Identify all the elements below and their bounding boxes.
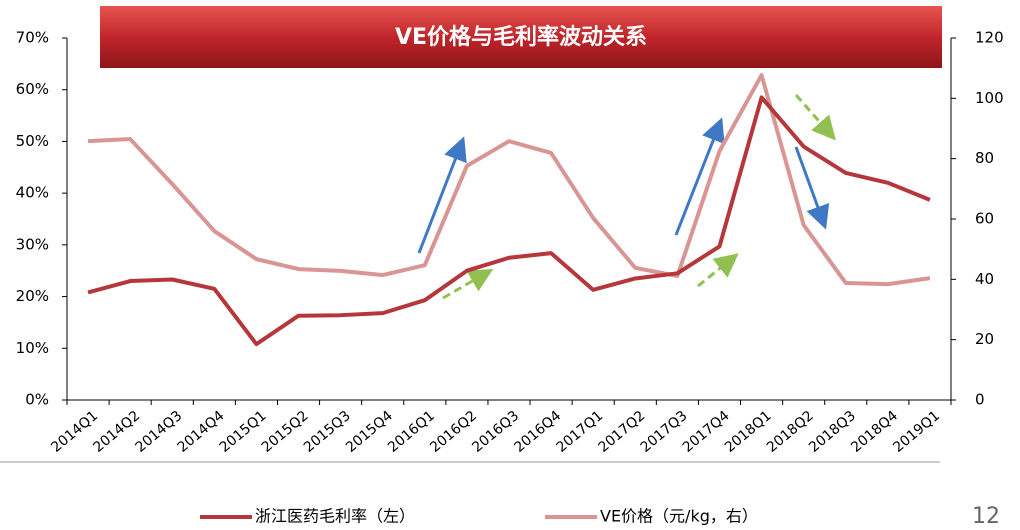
x-tick-label: 2018Q1 [722,408,775,456]
chart-title: VE价格与毛利率波动关系 [395,24,647,50]
y2-tick-label: 60 [975,210,994,228]
x-tick-label: 2015Q4 [343,408,396,456]
y2-tick-label: 0 [975,391,985,409]
y-tick-label: 70% [16,29,49,47]
x-tick-label: 2014Q2 [90,408,143,456]
y-tick-label: 30% [16,235,49,253]
legend-label: VE价格（元/kg，右） [600,507,758,526]
page-number: 12 [972,504,1000,529]
legend-label: 浙江医药毛利率（左） [255,507,415,526]
x-tick-label: 2018Q2 [764,408,817,456]
x-tick-label: 2016Q1 [385,408,438,456]
y-tick-label: 50% [16,132,49,150]
y-tick-label: 0% [25,391,49,409]
x-tick-label: 2017Q3 [638,408,691,456]
x-tick-label: 2019Q1 [890,408,943,456]
title-banner [100,6,942,68]
y-tick-label: 60% [16,80,49,98]
y-tick-label: 40% [16,184,49,202]
x-tick-label: 2016Q3 [469,408,522,456]
y2-tick-label: 80 [975,149,994,167]
x-tick-label: 2016Q4 [511,408,564,456]
x-tick-label: 2015Q3 [301,408,354,456]
x-tick-label: 2018Q4 [848,408,901,456]
y-tick-label: 10% [16,339,49,357]
series-line [87,73,931,287]
x-tick-label: 2018Q3 [806,408,859,456]
x-tick-label: 2014Q4 [175,408,228,456]
y2-tick-label: 120 [975,29,1004,47]
y2-tick-label: 100 [975,89,1004,107]
x-tick-label: 2017Q2 [596,408,649,456]
x-tick-label: 2017Q4 [680,408,733,456]
x-tick-label: 2015Q2 [259,408,312,456]
x-tick-label: 2014Q1 [48,408,101,456]
series-line [87,95,931,347]
x-tick-label: 2014Q3 [133,408,186,456]
y-tick-label: 20% [16,287,49,305]
annotation-arrows [417,94,836,300]
x-tick-label: 2016Q2 [427,408,480,456]
x-tick-label: 2015Q1 [217,408,270,456]
y2-tick-label: 40 [975,270,994,288]
y2-tick-label: 20 [975,330,994,348]
x-tick-label: 2017Q1 [553,408,606,456]
